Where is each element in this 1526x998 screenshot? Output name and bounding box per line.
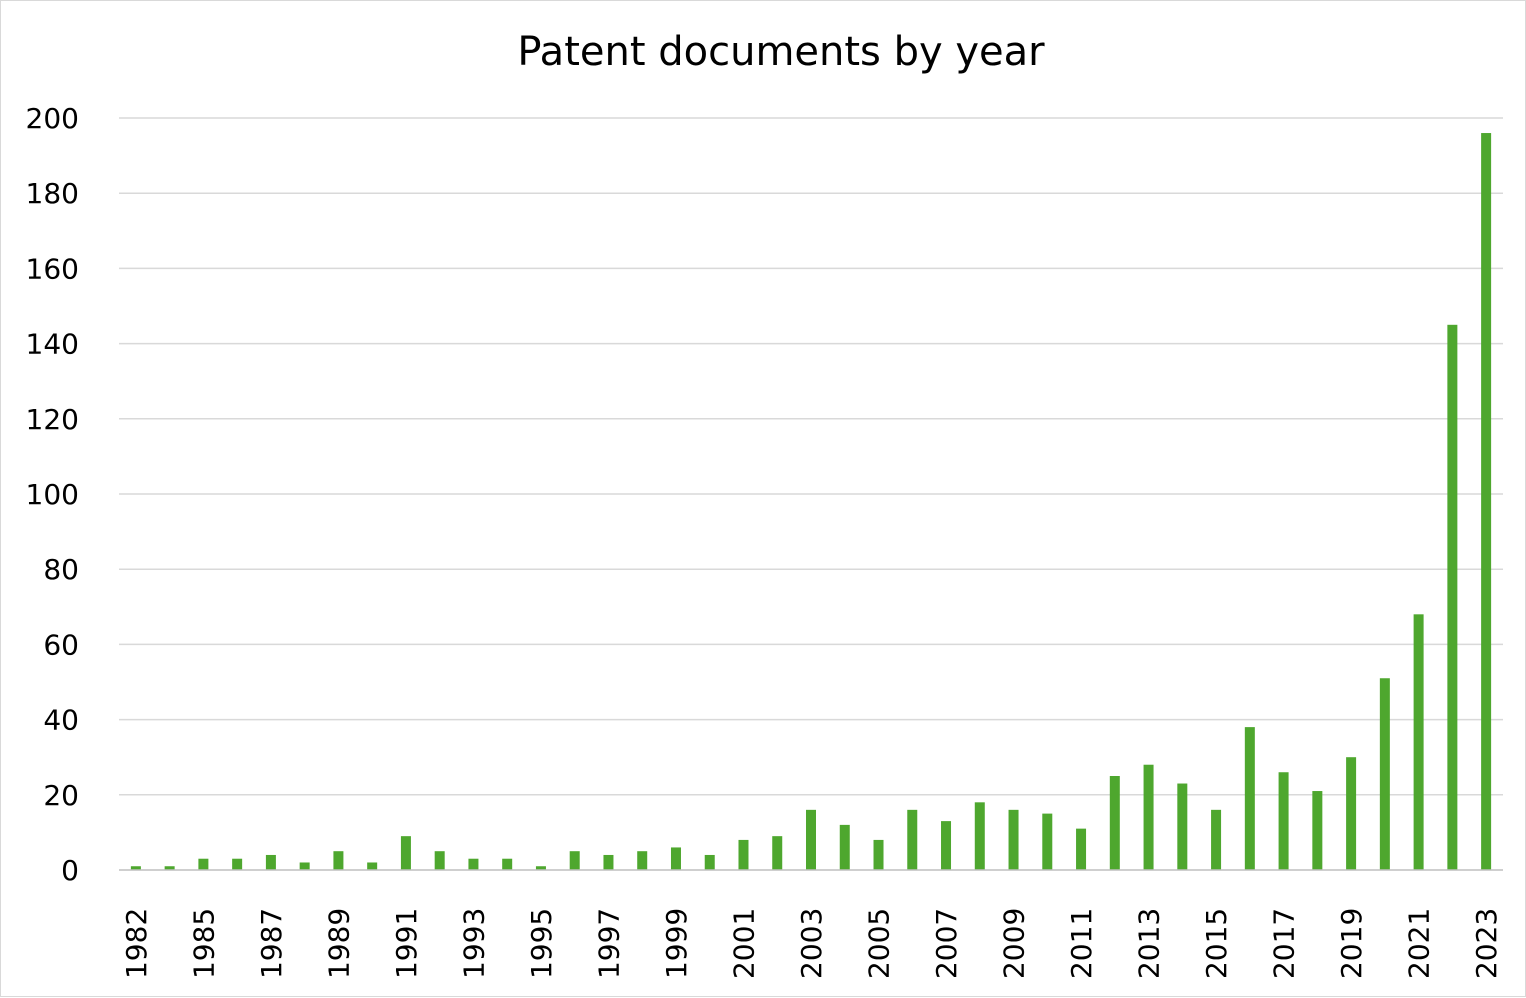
bar-1990 bbox=[367, 862, 378, 870]
x-tick-label: 2007 bbox=[930, 908, 963, 979]
bar-2008 bbox=[974, 802, 985, 870]
x-tick-label: 1991 bbox=[390, 908, 423, 979]
y-tick-label: 80 bbox=[43, 553, 79, 586]
x-tick-label: 2019 bbox=[1335, 908, 1368, 979]
y-tick-label: 140 bbox=[26, 328, 79, 361]
x-tick-label: 1989 bbox=[322, 908, 355, 979]
bar-2014 bbox=[1177, 783, 1188, 870]
bar-1993 bbox=[468, 858, 479, 870]
bar-1985 bbox=[198, 858, 209, 870]
bar-1992 bbox=[434, 851, 445, 870]
bar-1986 bbox=[232, 858, 243, 870]
bar-1982 bbox=[130, 866, 141, 870]
y-tick-label: 60 bbox=[43, 628, 79, 661]
bar-2006 bbox=[907, 809, 918, 870]
bar-2010 bbox=[1042, 813, 1053, 870]
bar-2005 bbox=[873, 839, 884, 870]
y-tick-label: 200 bbox=[26, 102, 79, 135]
bar-1991 bbox=[400, 836, 411, 870]
x-tick-label: 1995 bbox=[525, 908, 558, 979]
bar-2019 bbox=[1346, 757, 1357, 870]
x-tick-label: 2003 bbox=[795, 908, 828, 979]
x-tick-label: 1993 bbox=[457, 908, 490, 979]
gridlines bbox=[119, 117, 1503, 796]
bar-1995 bbox=[535, 866, 546, 870]
bar-2012 bbox=[1109, 776, 1120, 870]
bar-2009 bbox=[1008, 809, 1019, 870]
bar-2011 bbox=[1076, 828, 1087, 870]
bar-2007 bbox=[941, 821, 952, 870]
bar-1988 bbox=[299, 862, 310, 870]
y-tick-label: 160 bbox=[26, 252, 79, 285]
bar-2018 bbox=[1312, 791, 1323, 870]
bar-1999 bbox=[670, 847, 681, 870]
bar-1996 bbox=[569, 851, 580, 870]
y-tick-label: 180 bbox=[26, 177, 79, 210]
bar-2015 bbox=[1211, 809, 1222, 870]
x-tick-label: 1985 bbox=[187, 908, 220, 979]
x-tick-label: 2021 bbox=[1403, 908, 1436, 979]
y-tick-label: 20 bbox=[43, 779, 79, 812]
x-tick-label: 1997 bbox=[592, 908, 625, 979]
x-tick-label: 1999 bbox=[660, 908, 693, 979]
bar-1987 bbox=[265, 854, 276, 870]
x-axis-tick-labels: 1982 1985 1987 1989 1991 1993 1995 1997 1999 2001… bbox=[120, 908, 1503, 979]
y-axis-tick-labels: 0 20 40 60 80 100 120 140 160 180 200 bbox=[26, 102, 79, 887]
bar-2003 bbox=[806, 809, 816, 870]
x-tick-label: 2009 bbox=[998, 908, 1031, 979]
bars bbox=[130, 133, 1492, 871]
bar-2013 bbox=[1143, 764, 1154, 870]
x-tick-label: 2005 bbox=[863, 908, 896, 979]
bar-2020 bbox=[1379, 678, 1390, 870]
bar-2016 bbox=[1244, 727, 1255, 870]
x-tick-label: 1982 bbox=[120, 908, 153, 979]
y-tick-label: 40 bbox=[43, 704, 79, 737]
bar-2017 bbox=[1278, 772, 1289, 870]
bar-1998 bbox=[637, 851, 648, 870]
bar-2022 bbox=[1447, 324, 1458, 870]
bar-2004 bbox=[839, 824, 850, 870]
x-tick-label: 2011 bbox=[1065, 908, 1098, 979]
bar-1989 bbox=[333, 851, 344, 870]
x-tick-label: 2001 bbox=[727, 908, 760, 979]
bar-2021 bbox=[1413, 614, 1424, 870]
bar-1994 bbox=[502, 858, 513, 870]
bar-2023 bbox=[1481, 133, 1492, 871]
bar-2000 bbox=[704, 854, 715, 870]
bar-2001 bbox=[738, 839, 749, 870]
chart-title: Patent documents by year bbox=[517, 29, 1045, 75]
x-tick-label: 1987 bbox=[255, 908, 288, 979]
bar-2002 bbox=[772, 836, 783, 870]
x-tick-label: 2017 bbox=[1268, 908, 1301, 979]
y-tick-label: 0 bbox=[61, 854, 79, 887]
x-tick-label: 2013 bbox=[1133, 908, 1166, 979]
x-tick-label: 2023 bbox=[1470, 908, 1503, 979]
y-tick-label: 120 bbox=[26, 403, 79, 436]
bar-1984 bbox=[164, 866, 175, 870]
y-tick-label: 100 bbox=[26, 478, 79, 511]
bar-1997 bbox=[603, 854, 614, 870]
x-tick-label: 2015 bbox=[1200, 908, 1233, 979]
